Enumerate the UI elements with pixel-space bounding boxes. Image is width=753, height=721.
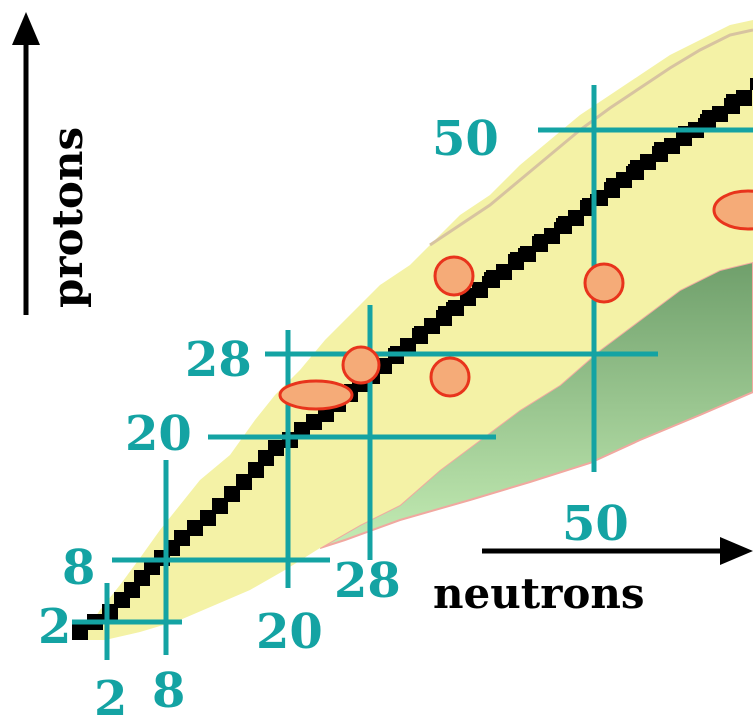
stable-nucleus-block (626, 166, 638, 178)
proton-label-8: 8 (62, 540, 95, 596)
magic-lines (72, 85, 753, 660)
stable-nucleus-block (72, 624, 88, 640)
stable-nucleus-block (187, 520, 203, 536)
stable-nucleus-block (482, 276, 494, 288)
stable-nucleus-block (662, 142, 674, 154)
stable-nucleus-block (174, 530, 190, 546)
stable-nucleus-block (446, 302, 458, 314)
neutron-label-50: 50 (562, 496, 629, 552)
x-axis-label: neutrons (433, 569, 645, 618)
proton-label-20: 20 (125, 406, 192, 462)
stable-nucleus-block (518, 248, 530, 260)
neutron-label-28: 28 (334, 553, 401, 609)
proton-label-28: 28 (185, 332, 252, 388)
neutron-label-20: 20 (256, 604, 323, 660)
stable-nucleus-block (750, 78, 753, 90)
highlight-ellipse-2 (341, 345, 381, 385)
neutron-label-8: 8 (152, 663, 185, 719)
highlight-regions (278, 189, 753, 411)
highlight-ellipse-6 (712, 189, 753, 231)
neutron-label-2: 2 (94, 671, 127, 721)
highlight-ellipse-3 (429, 356, 471, 398)
y-axis-arrow (12, 12, 40, 315)
highlight-ellipse-5 (583, 262, 625, 304)
x-axis-arrow (482, 537, 753, 565)
stable-nucleus-block (268, 440, 284, 456)
proton-label-2: 2 (38, 599, 71, 655)
stable-nucleus-block (736, 90, 752, 106)
y-axis-label: protons (43, 127, 92, 308)
highlight-ellipse-1 (278, 379, 354, 411)
stable-nucleus-block (698, 118, 710, 130)
stable-nucleus-block (554, 222, 566, 234)
highlight-ellipse-4 (433, 255, 475, 297)
proton-label-50: 50 (432, 111, 499, 167)
